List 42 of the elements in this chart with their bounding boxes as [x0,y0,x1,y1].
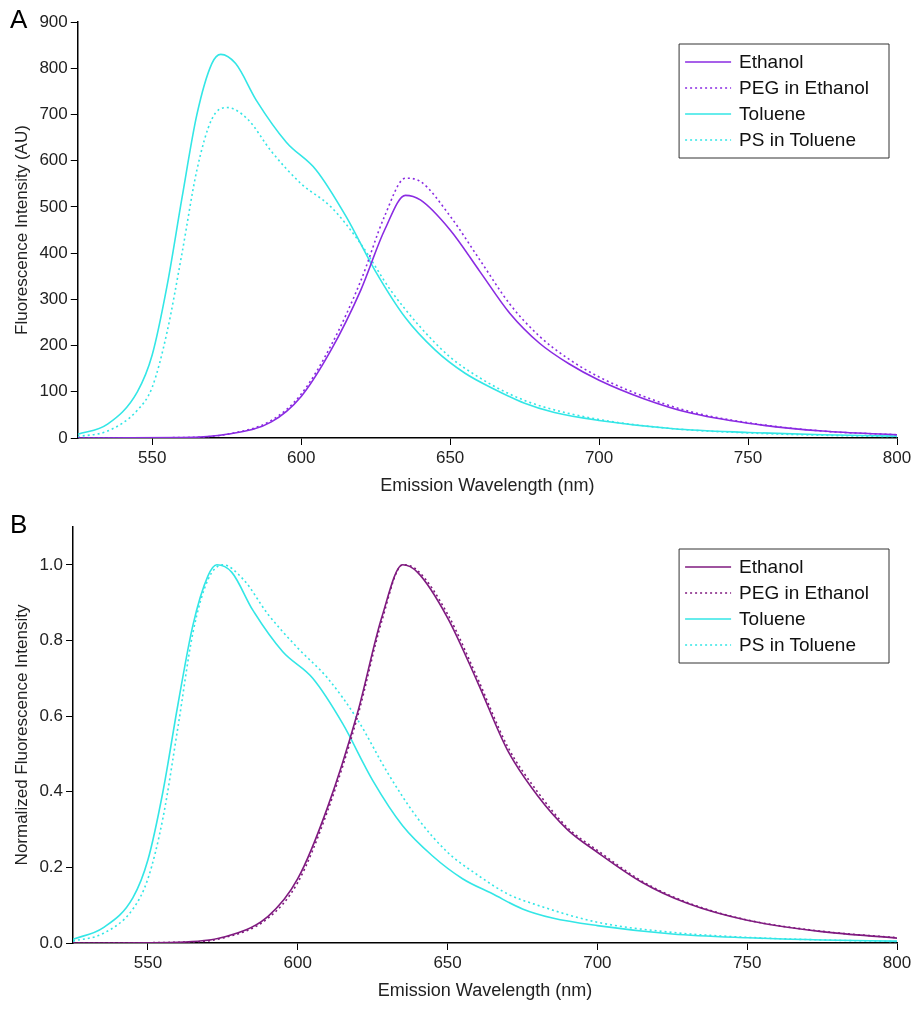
y-tick-label: 200 [39,335,68,355]
y-tick-label: 0.0 [39,932,64,952]
x-tick-label: 800 [882,952,912,972]
x-axis-title: Emission Wavelength (nm) [380,475,595,496]
legend-label: Toluene [739,608,806,630]
legend-label: PS in Toluene [739,634,856,656]
x-tick-label: 550 [133,952,163,972]
legend-label: PEG in Ethanol [739,582,870,604]
legend-label: PS in Toluene [739,129,856,151]
y-tick-label: 1.0 [39,554,64,574]
x-tick-label: 700 [583,952,612,972]
y-tick-label: 900 [39,11,68,31]
y-tick-label: 0.2 [39,857,64,877]
x-tick-label: 750 [733,952,762,972]
y-tick-label: 100 [39,381,68,401]
x-tick-label: 600 [283,952,312,972]
y-tick-label: 700 [39,104,68,124]
x-tick-label: 750 [733,447,763,467]
x-tick-label: 600 [287,447,316,467]
y-axis-title: Normalized Fluorescence Intensity [11,604,31,866]
y-tick-label: 300 [39,289,68,309]
y-tick-label: 0.4 [39,781,64,801]
x-tick-label: 550 [138,447,167,467]
x-tick-label: 650 [433,952,462,972]
legend-label: Ethanol [739,51,804,73]
y-tick-label: 800 [39,57,68,77]
y-tick-label: 0.6 [39,705,64,725]
y-tick-label: 400 [39,242,68,262]
x-axis-title: Emission Wavelength (nm) [377,980,593,1001]
y-tick-label: 0.8 [39,630,64,650]
y-tick-label: 500 [39,196,68,216]
legend-label: PEG in Ethanol [739,77,870,99]
x-tick-label: 650 [435,447,465,467]
y-tick-label: 600 [39,150,68,170]
y-tick-label: 0 [58,427,68,447]
x-tick-label: 800 [882,447,912,467]
x-tick-label: 700 [584,447,614,467]
chart-title: A [10,4,28,35]
y-axis-title: Fluorescence Intensity (AU) [11,125,31,335]
legend-label: Toluene [739,103,806,125]
chart-title: B [10,509,28,540]
legend-label: Ethanol [739,556,804,578]
